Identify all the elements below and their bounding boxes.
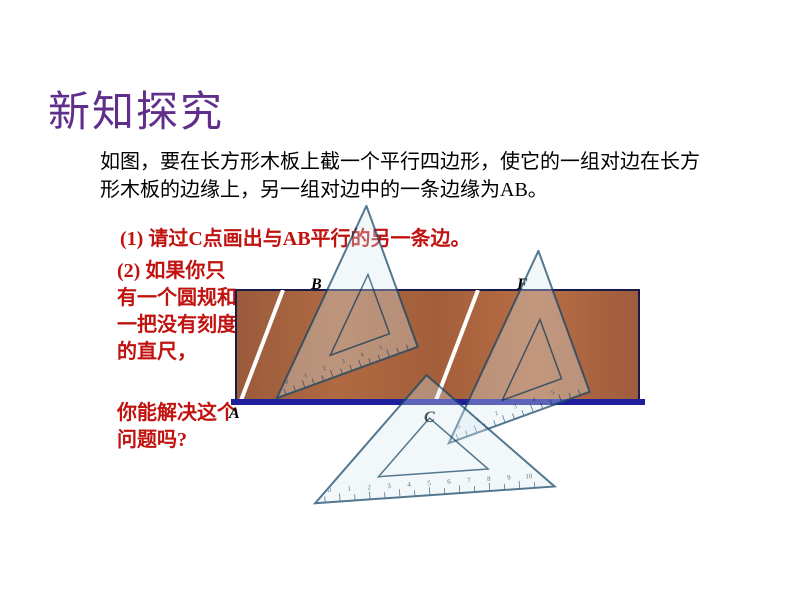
svg-text:10: 10 — [525, 472, 533, 481]
diagram: A B C F 012 345 — [235, 250, 695, 530]
triangle-ruler-3: 012 345 678 910 — [280, 325, 580, 525]
task-2a: (2) 如果你只有一个圆规和一把没有刻度的直尺， — [117, 258, 237, 366]
label-a: A — [229, 405, 240, 423]
task-2b: 你能解决这个问题吗? — [117, 400, 237, 454]
intro-text: 如图，要在长方形木板上截一个平行四边形，使它的一组对边在长方形木板的边缘上，另一… — [100, 148, 710, 204]
section-title: 新知探究 — [48, 78, 224, 139]
